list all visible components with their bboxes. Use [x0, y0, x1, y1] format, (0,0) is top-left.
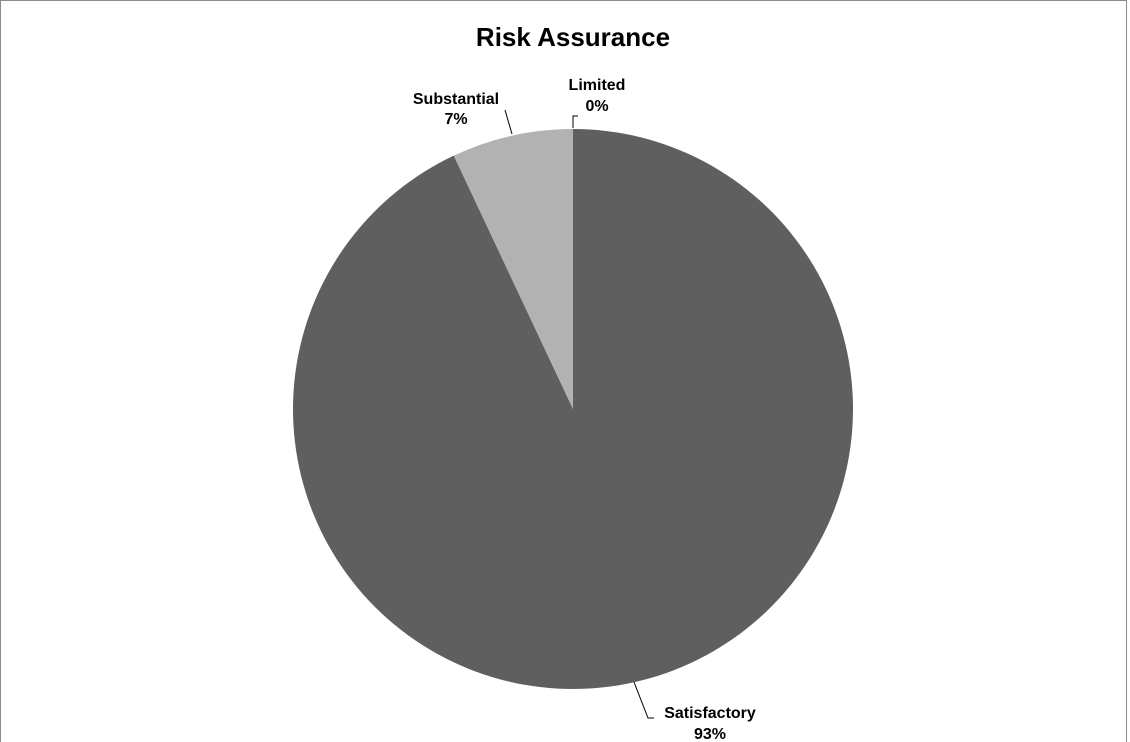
slice-label-substantial: Substantial [413, 91, 499, 108]
slice-value-satisfactory: 93% [694, 726, 726, 742]
pie-slices [293, 129, 854, 689]
chart-title: Risk Assurance [476, 22, 670, 52]
data-label-satisfactory: Satisfactory 93% [633, 681, 756, 742]
leader-line-satisfactory [633, 681, 654, 719]
slice-value-limited: 0% [585, 98, 608, 115]
pie-slice-substantial [453, 129, 573, 409]
slice-label-limited: Limited [569, 77, 626, 94]
leader-line-limited [572, 115, 578, 128]
slice-value-substantial: 7% [444, 111, 467, 128]
data-label-limited: Limited 0% [569, 77, 626, 128]
leader-line-substantial [504, 109, 513, 135]
pie-slice-satisfactory [293, 129, 854, 689]
data-label-substantial: Substantial 7% [413, 91, 513, 135]
slice-label-satisfactory: Satisfactory [664, 705, 756, 722]
